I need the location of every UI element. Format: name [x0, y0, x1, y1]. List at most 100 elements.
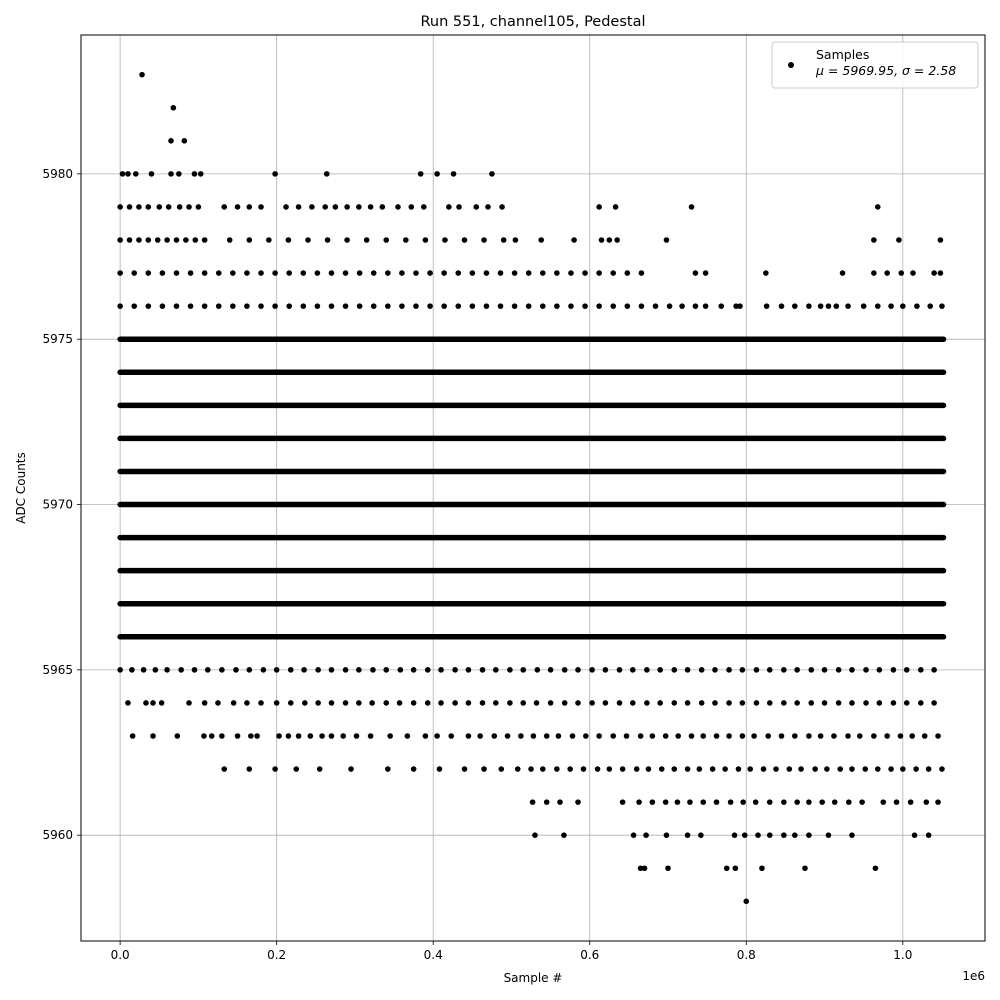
sample-point [422, 237, 429, 243]
sample-point [700, 799, 707, 805]
sample-point [465, 733, 472, 739]
sample-point [786, 766, 793, 772]
legend: Samples μ = 5969.95, σ = 2.58 [771, 41, 979, 89]
sample-point [328, 733, 335, 739]
sample-point [903, 700, 910, 706]
sample-point [126, 204, 133, 210]
sample-point [448, 733, 455, 739]
sample-point [436, 766, 443, 772]
sample-point [469, 303, 476, 309]
sample-point [684, 667, 691, 673]
sample-point [806, 733, 812, 739]
sample-point [129, 733, 136, 739]
sample-point [692, 270, 699, 276]
sample-point [616, 700, 623, 706]
sample-point [295, 204, 302, 210]
sample-point [896, 237, 902, 243]
sample-point [132, 171, 139, 177]
sample-point [888, 303, 894, 309]
sample-point [441, 270, 447, 276]
sample-point [413, 303, 419, 309]
sample-point [602, 667, 609, 673]
sample-point [117, 303, 123, 309]
sample-point [794, 799, 800, 805]
sample-point [191, 667, 198, 673]
sample-point [154, 237, 161, 243]
sample-point [819, 799, 826, 805]
sample-point [637, 865, 644, 872]
sample-point [747, 766, 753, 772]
sample-point [880, 799, 887, 805]
sample-point [427, 270, 433, 276]
sample-point [164, 237, 170, 243]
sample-point [737, 303, 743, 309]
sample-point [410, 667, 417, 673]
sample-point [925, 832, 932, 838]
sample-point [143, 700, 149, 706]
sample-point [215, 270, 222, 276]
sample-point [201, 700, 208, 706]
sample-point [305, 237, 311, 243]
sample-point [726, 700, 732, 706]
sample-point [117, 204, 123, 210]
sample-point [825, 303, 832, 309]
sample-point [671, 700, 678, 706]
sample-point [126, 237, 133, 243]
sample-point [561, 832, 567, 838]
sample-point [422, 733, 429, 739]
sample-point [781, 700, 787, 706]
sample-point [538, 237, 545, 243]
sample-point [397, 667, 404, 673]
sample-point [248, 733, 254, 739]
sample-point [385, 270, 391, 276]
sample-point [849, 667, 855, 673]
sample-point [131, 270, 138, 276]
y-axis-label: ADC Counts [14, 452, 28, 524]
sample-point [630, 832, 637, 838]
sample-point [379, 204, 386, 210]
sample-point [666, 303, 673, 309]
sample-point [688, 733, 695, 739]
sample-point [718, 303, 725, 309]
sample-point [671, 766, 678, 772]
sample-point [481, 237, 487, 243]
sample-point [925, 766, 932, 772]
sample-point [529, 799, 536, 805]
sample-point [921, 733, 928, 739]
sample-point [871, 733, 877, 739]
legend-series-label: Samples [816, 47, 869, 62]
sample-point [825, 832, 832, 838]
sample-point [399, 270, 405, 276]
sample-point [575, 799, 581, 805]
plot-frame [80, 34, 986, 942]
sample-point [833, 303, 840, 309]
sample-point [863, 667, 869, 673]
sample-point [511, 303, 518, 309]
sample-point [644, 700, 650, 706]
sample-point [539, 303, 546, 309]
sample-point [657, 700, 663, 706]
sample-point [272, 270, 278, 276]
sample-point [824, 766, 830, 772]
sample-point [244, 303, 250, 309]
sample-point [539, 270, 546, 276]
sample-point [532, 832, 538, 838]
sample-point [479, 700, 486, 706]
sample-point [356, 270, 363, 276]
sample-point [131, 303, 138, 309]
sample-point [781, 799, 787, 805]
sample-point [900, 766, 906, 772]
sample-point [726, 667, 732, 673]
sample-point [287, 667, 294, 673]
sample-point [649, 799, 656, 805]
sample-point [356, 700, 362, 706]
sample-point [176, 171, 182, 177]
sample-point [794, 700, 800, 706]
sample-point [671, 667, 678, 673]
sample-point [792, 733, 798, 739]
sample-point [195, 204, 202, 210]
sample-point [739, 700, 746, 706]
sample-point [918, 700, 924, 706]
sample-point [862, 766, 869, 772]
sample-point [687, 799, 693, 805]
